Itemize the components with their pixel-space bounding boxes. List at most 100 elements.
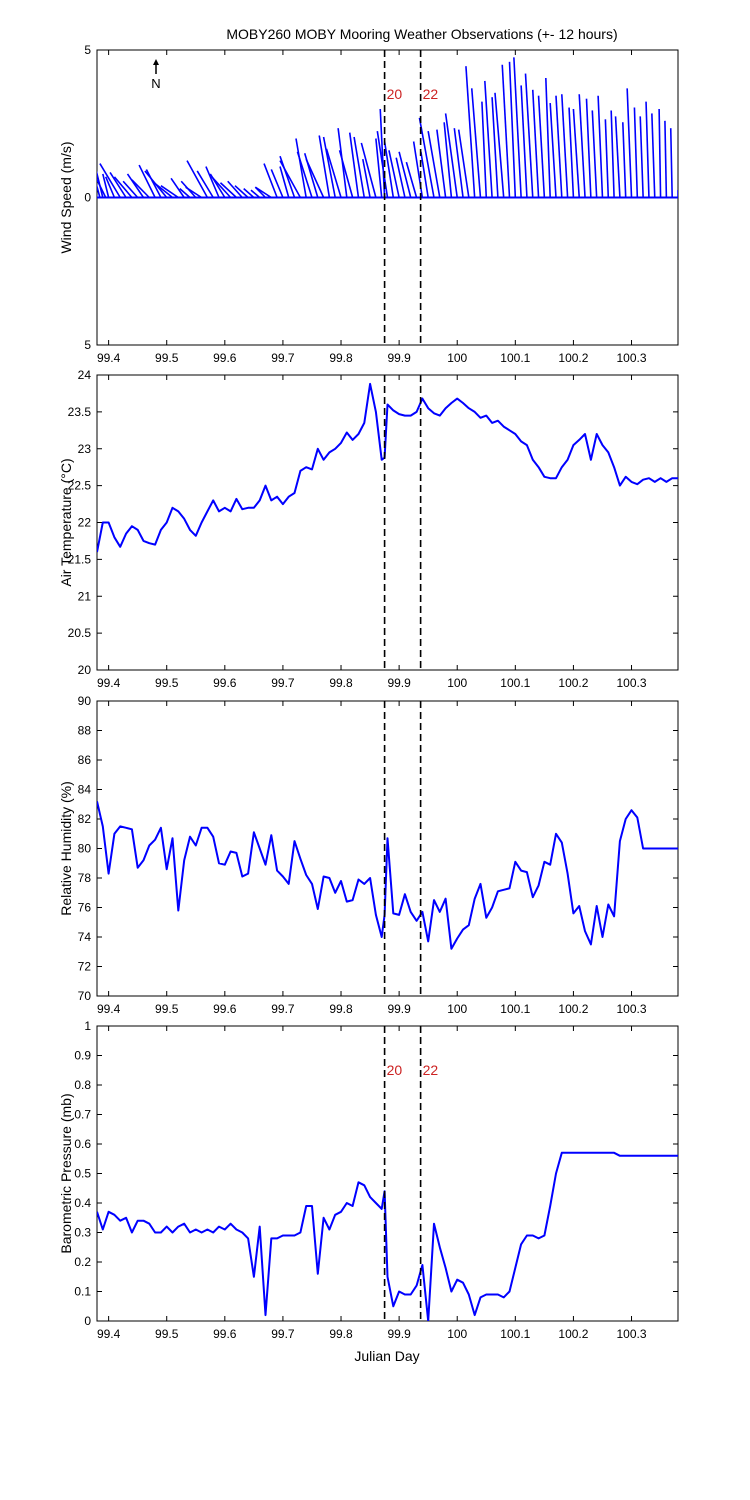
x-tick-label: 99.7 (271, 1327, 295, 1341)
x-tick-label: 99.6 (213, 1002, 237, 1016)
x-tick-label: 99.6 (213, 1327, 237, 1341)
y-tick-label: 76 (78, 901, 92, 915)
wind-stick (151, 180, 174, 199)
wind-stick (481, 101, 488, 198)
wind-stick (545, 77, 551, 198)
series-wind (97, 57, 678, 199)
north-label: N (151, 76, 160, 91)
wind-stick (622, 122, 627, 198)
x-tick-label: 99.8 (329, 1327, 353, 1341)
wind-stick (113, 176, 133, 199)
marker-label: 20 (387, 1062, 403, 1078)
y-tick-label: 22.5 (68, 479, 92, 493)
wind-stick (375, 138, 383, 198)
x-tick-label: 99.6 (213, 351, 237, 365)
series-air_temperature (97, 382, 678, 553)
wind-stick (508, 61, 517, 198)
wind-stick (250, 189, 261, 199)
wind-stick (338, 150, 354, 198)
wind-stick (585, 98, 592, 198)
wind-stick (353, 136, 366, 198)
wind-stick (420, 151, 429, 198)
wind-stick (388, 150, 400, 198)
marker-label: 22 (423, 1062, 439, 1078)
wind-stick (243, 188, 255, 199)
wind-stick (360, 142, 377, 198)
x-tick-label: 100.1 (500, 676, 530, 690)
wind-stick (436, 129, 447, 198)
y-tick-label: 24 (78, 368, 92, 382)
panel-relative_humidity: 99.4 99.5 99.6 99.7 99.8 99.9 100 100.1 100.2 100… (58, 694, 679, 1016)
wind-stick (211, 176, 232, 199)
wind-stick (633, 107, 639, 198)
marker-label: 20 (387, 86, 403, 102)
wind-stick (501, 64, 511, 198)
x-tick-label: 99.8 (329, 351, 353, 365)
wind-stick (179, 188, 191, 199)
wind-stick (491, 97, 499, 198)
wind-stick (122, 180, 139, 199)
wind-stick (457, 129, 470, 198)
y-tick-label: 0.1 (74, 1285, 91, 1299)
y-tick-label: 23 (78, 442, 92, 456)
y-tick-label: 21.5 (68, 552, 92, 566)
wind-stick (561, 94, 569, 198)
wind-stick (295, 138, 307, 198)
wind-stick (465, 66, 476, 198)
x-tick-label: 100.3 (617, 1327, 647, 1341)
y-axis-label: Relative Humidity (%) (58, 781, 74, 916)
wind-stick (549, 103, 557, 198)
x-tick-label: 100 (447, 351, 467, 365)
wind-stick (185, 186, 203, 199)
wind-stick (254, 186, 272, 199)
wind-stick (578, 94, 586, 198)
wind-stick (572, 108, 581, 198)
wind-stick (318, 135, 331, 198)
wind-stick (610, 110, 615, 198)
wind-stick (325, 148, 342, 198)
x-tick-label: 100 (447, 1002, 467, 1016)
x-tick-label: 99.4 (97, 1002, 121, 1016)
x-tick-label: 99.5 (155, 676, 179, 690)
wind-stick (444, 113, 459, 198)
panel-air_temperature: 99.4 99.5 99.6 99.7 99.8 99.9 100 100.1 100.2 100… (58, 368, 679, 690)
wind-stick (234, 185, 249, 199)
series-line (97, 382, 678, 553)
x-tick-label: 99.4 (97, 1327, 121, 1341)
wind-stick (219, 182, 237, 199)
x-tick-label: 100.2 (558, 351, 588, 365)
wind-stick (669, 128, 673, 198)
wind-stick (322, 136, 336, 198)
wind-stick (102, 173, 110, 198)
wind-stick (484, 80, 493, 198)
wind-stick (626, 88, 633, 198)
x-tick-label: 100.1 (500, 351, 530, 365)
x-tick-label: 99.8 (329, 1002, 353, 1016)
y-tick-label: 0.7 (74, 1108, 91, 1122)
wind-stick (383, 141, 395, 198)
x-tick-label: 100.3 (617, 351, 647, 365)
wind-stick (305, 158, 325, 198)
x-tick-label: 100.2 (558, 1002, 588, 1016)
y-tick-label: 0.3 (74, 1226, 91, 1240)
wind-stick (160, 185, 179, 199)
wind-stick (296, 151, 313, 198)
y-tick-label: 82 (78, 812, 92, 826)
y-tick-label: 21 (78, 589, 92, 603)
wind-stick (279, 155, 296, 198)
wind-stick (427, 130, 441, 198)
wind-stick (263, 163, 278, 198)
y-tick-label: 86 (78, 753, 92, 767)
wind-stick (279, 160, 302, 198)
wind-stick (531, 89, 540, 198)
x-tick-label: 99.7 (271, 351, 295, 365)
y-tick-label: 90 (78, 694, 92, 708)
wind-stick (348, 132, 360, 198)
wind-stick (99, 163, 121, 198)
y-axis-label: Air Temperature (°C) (58, 458, 74, 586)
wind-stick (138, 164, 156, 198)
series-line (97, 1151, 678, 1321)
wind-stick (104, 176, 116, 198)
series-barometric_pressure (97, 1151, 678, 1321)
x-axis-label: Julian Day (354, 1348, 419, 1364)
